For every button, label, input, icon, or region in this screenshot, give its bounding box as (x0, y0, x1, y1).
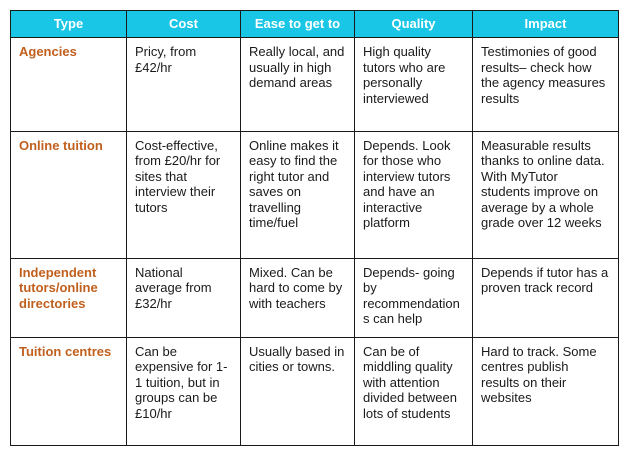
header-row: Type Cost Ease to get to Quality Impact (10, 10, 619, 38)
table-row: Agencies Pricy, from £42/hr Really local… (10, 37, 619, 132)
ease-cell: Really local, and usually in high demand… (240, 37, 355, 132)
quality-cell: Depends. Look for those who interview tu… (354, 130, 473, 259)
header-ease: Ease to get to (240, 10, 355, 38)
quality-cell: Can be of middling quality with attentio… (354, 336, 473, 447)
row-type-label: Online tuition (10, 130, 127, 259)
impact-cell: Testimonies of good results– check how t… (472, 37, 619, 132)
header-impact: Impact (472, 10, 619, 38)
ease-cell: Usually based in cities or towns. (240, 336, 355, 447)
row-type-label: Tuition centres (10, 336, 127, 447)
cost-cell: Cost-effective, from £20/hr for sites th… (126, 130, 241, 259)
impact-cell: Hard to track. Some centres publish resu… (472, 336, 619, 447)
header-cost: Cost (126, 10, 241, 38)
tutoring-comparison-table: Type Cost Ease to get to Quality Impact … (10, 10, 619, 447)
row-type-label: Independent tutors/online directories (10, 257, 127, 338)
table-row: Tuition centres Can be expensive for 1-1… (10, 336, 619, 447)
row-type-label: Agencies (10, 37, 127, 132)
header-type: Type (10, 10, 127, 38)
table-row: Online tuition Cost-effective, from £20/… (10, 130, 619, 259)
quality-cell: Depends- going by recommendations can he… (354, 257, 473, 338)
ease-cell: Mixed. Can be hard to come by with teach… (240, 257, 355, 338)
cost-cell: Pricy, from £42/hr (126, 37, 241, 132)
quality-cell: High quality tutors who are personally i… (354, 37, 473, 132)
ease-cell: Online makes it easy to find the right t… (240, 130, 355, 259)
cost-cell: National average from £32/hr (126, 257, 241, 338)
table-row: Independent tutors/online directories Na… (10, 257, 619, 338)
impact-cell: Depends if tutor has a proven track reco… (472, 257, 619, 338)
cost-cell: Can be expensive for 1-1 tuition, but in… (126, 336, 241, 447)
impact-cell: Measurable results thanks to online data… (472, 130, 619, 259)
header-quality: Quality (354, 10, 473, 38)
